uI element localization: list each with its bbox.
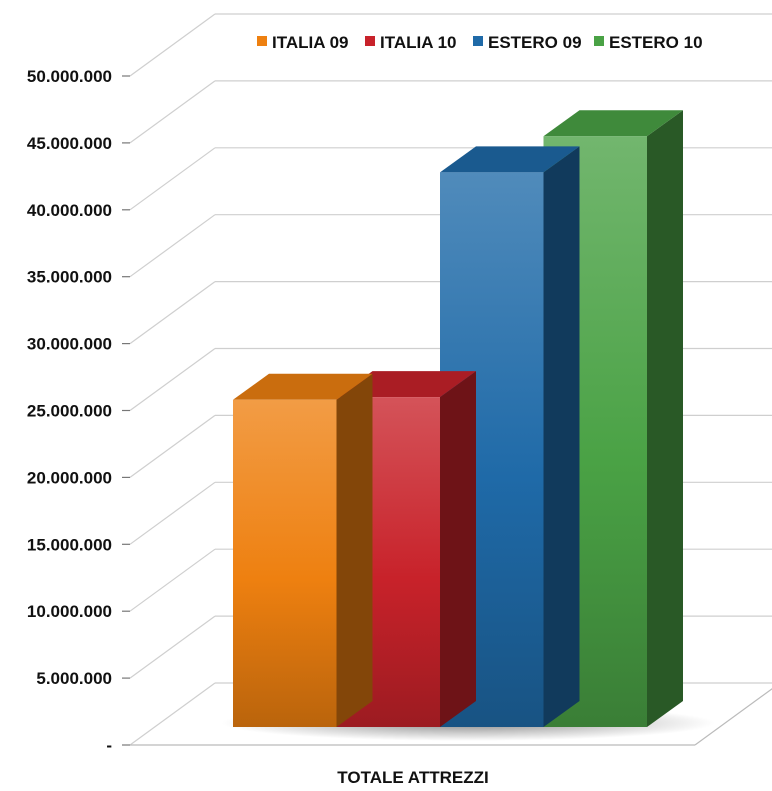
gridline-diagonal — [129, 615, 216, 679]
bar-estero-10-top — [543, 110, 683, 137]
gridline-diagonal — [129, 682, 216, 746]
bar-italia-09-side — [336, 373, 373, 727]
bar-italia-09 — [233, 399, 337, 727]
y-tick-label: - — [106, 736, 112, 755]
gridline-diagonal — [129, 414, 216, 478]
gridline-diagonal — [129, 13, 216, 77]
legend-label-estero-10: ESTERO 10 — [609, 33, 703, 52]
floor-edge-right — [694, 688, 772, 746]
y-tick-label: 30.000.000 — [27, 335, 112, 354]
legend-swatch-italia-09 — [257, 36, 267, 46]
gridline-diagonal — [129, 481, 216, 545]
y-tick-label: 50.000.000 — [27, 67, 112, 86]
y-tick-label: 10.000.000 — [27, 602, 112, 621]
legend-label-estero-09: ESTERO 09 — [488, 33, 582, 52]
gridline-diagonal — [129, 548, 216, 612]
legend-swatch-estero-10 — [594, 36, 604, 46]
bar-estero-10-side — [647, 110, 683, 727]
bar-estero-09-side — [543, 146, 580, 727]
legend-swatch-estero-09 — [473, 36, 483, 46]
y-tick-label: 40.000.000 — [27, 201, 112, 220]
y-tick-label: 35.000.000 — [27, 268, 112, 287]
y-tick-label: 45.000.000 — [27, 134, 112, 153]
gridline-diagonal — [129, 80, 216, 144]
gridline-diagonal — [129, 147, 216, 211]
legend-label-italia-09: ITALIA 09 — [272, 33, 349, 52]
y-tick-label: 15.000.000 — [27, 535, 112, 554]
bar-italia-09-top — [233, 373, 373, 400]
gridline-diagonal — [129, 281, 216, 345]
y-tick-label: 5.000.000 — [36, 669, 112, 688]
x-category-label: TOTALE ATTREZZI — [337, 768, 488, 787]
bar-estero-09-top — [440, 146, 580, 173]
y-tick-label: 25.000.000 — [27, 402, 112, 421]
bar-italia-10-side — [440, 371, 476, 727]
legend-swatch-italia-10 — [365, 36, 375, 46]
y-tick-label: 20.000.000 — [27, 468, 112, 487]
legend-label-italia-10: ITALIA 10 — [380, 33, 457, 52]
gridline-diagonal — [129, 214, 216, 278]
gridline-diagonal — [129, 348, 216, 411]
